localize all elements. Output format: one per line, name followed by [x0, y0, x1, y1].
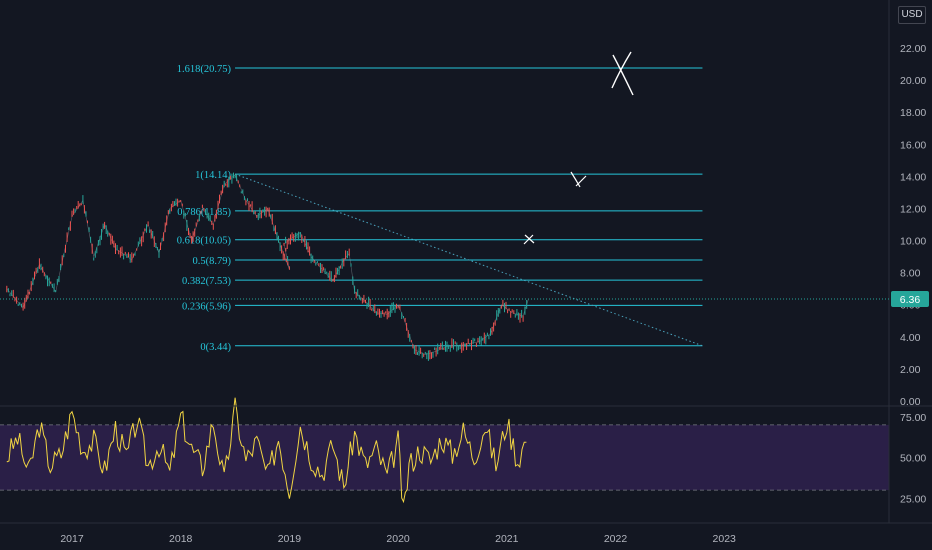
time-tick-label: 2023	[713, 533, 737, 545]
currency-button[interactable]: USD	[898, 6, 926, 24]
time-tick-label: 2017	[60, 533, 84, 545]
fib-level-label: 0.786(11.85)	[177, 207, 231, 218]
time-tick-label: 2019	[278, 533, 302, 545]
fib-level-label: 0.5(8.79)	[193, 256, 232, 267]
rsi-tick-label: 25.00	[900, 493, 926, 505]
fib-level-label: 0.236(5.96)	[182, 301, 231, 312]
price-tick-label: 12.00	[900, 203, 926, 215]
fib-level-label: 0.382(7.53)	[182, 276, 231, 287]
last-price-tag-bg	[891, 290, 929, 307]
price-tick-label: 8.00	[900, 268, 921, 280]
fib-retracement-group[interactable]: 1.618(20.75) 1(14.14) 0.786(11.85) 0.618(10…	[177, 64, 703, 353]
rsi-band-fill	[0, 424, 889, 491]
fib-level-label: 1.618(20.75)	[177, 64, 232, 75]
price-series	[6, 172, 529, 361]
small-cross-mark	[523, 234, 535, 245]
price-tick-label: 18.00	[900, 107, 926, 119]
time-tick-label: 2018	[169, 533, 193, 545]
price-tick-label: 20.00	[900, 75, 926, 87]
time-tick-label: 2020	[386, 533, 410, 545]
time-tick-label: 2022	[604, 533, 628, 545]
price-tick-label: 16.00	[900, 139, 926, 151]
fib-level-label: 0(3.44)	[200, 342, 231, 353]
large-cross-mark	[611, 51, 634, 96]
axes: 0.002.004.006.008.0010.0012.0014.0016.00…	[60, 43, 926, 545]
price-tick-label: 10.00	[900, 236, 926, 248]
rsi-tick-label: 75.00	[900, 412, 926, 424]
rsi-panel	[0, 397, 889, 504]
price-path	[6, 174, 529, 355]
last-price-tag[interactable]: 6.36	[891, 290, 929, 307]
price-tick-label: 14.00	[900, 171, 926, 183]
time-tick-label: 2021	[495, 533, 519, 545]
price-tick-label: 0.00	[900, 396, 921, 408]
price-tick-label: 2.00	[900, 364, 921, 376]
price-tick-label: 22.00	[900, 43, 926, 55]
rsi-tick-label: 50.00	[900, 453, 926, 465]
trend-line[interactable]	[234, 173, 703, 347]
last-price-value: 6.36	[900, 294, 921, 306]
price-tick-label: 4.00	[900, 332, 921, 344]
hand-drawn-marks	[523, 51, 634, 245]
fib-level-label: 0.618(10.05)	[177, 236, 232, 247]
check-cross-mark	[570, 171, 587, 188]
fib-level-label: 1(14.14)	[195, 170, 231, 181]
rsi-line	[6, 397, 527, 504]
